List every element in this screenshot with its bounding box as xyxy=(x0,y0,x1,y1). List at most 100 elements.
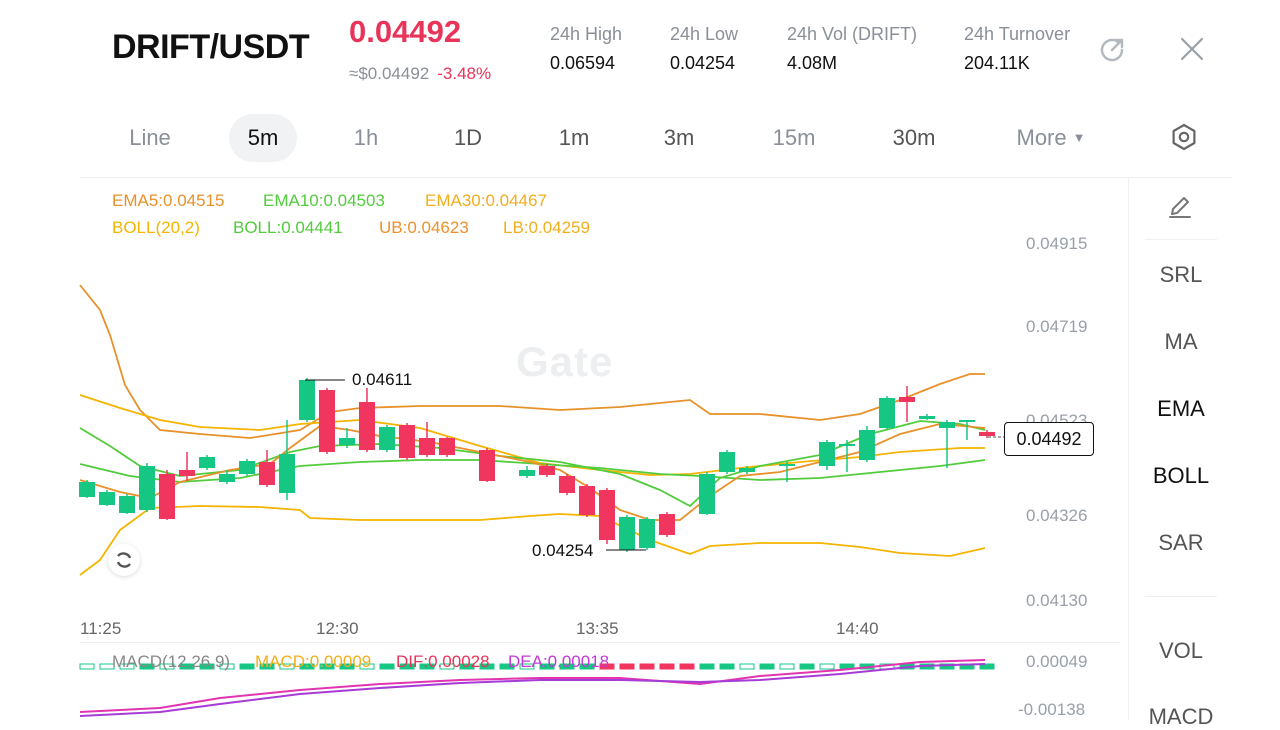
ub-band-line xyxy=(79,284,985,439)
macd-bar xyxy=(199,663,215,670)
sidebar-item-ma[interactable]: MA xyxy=(1164,329,1198,354)
candle-body xyxy=(739,468,755,472)
tab-5m[interactable]: 5m xyxy=(229,114,297,162)
legend-boll: BOLL(20,2) xyxy=(112,218,200,237)
macd-bar xyxy=(439,663,455,670)
macd-bar xyxy=(119,663,135,670)
tab-15m[interactable]: 15m xyxy=(772,125,816,150)
macd-bar xyxy=(219,663,235,670)
sidebar-divider xyxy=(1145,596,1217,597)
candle-body xyxy=(899,397,915,402)
divider xyxy=(80,177,1232,178)
tab-more-label: More xyxy=(1016,125,1067,150)
macd-bar xyxy=(339,663,355,670)
macd-bar xyxy=(659,663,675,670)
macd-bar xyxy=(159,663,175,670)
usd-price: ≈$0.04492 xyxy=(349,64,430,83)
sidebar-item-srl[interactable]: SRL xyxy=(1159,262,1203,287)
macd-bar xyxy=(499,663,515,670)
sidebar-item-macd[interactable]: MACD xyxy=(1148,704,1214,729)
close-icon[interactable] xyxy=(1180,37,1204,66)
time-axis-label: 11:25 xyxy=(80,619,122,638)
tab-1h[interactable]: 1h xyxy=(353,125,379,150)
macd-bar xyxy=(579,663,595,670)
macd-bar xyxy=(239,663,255,670)
candle-body xyxy=(199,457,215,468)
macd-bar xyxy=(539,663,555,670)
macd-bar xyxy=(99,663,115,670)
ema10-line xyxy=(79,420,986,508)
candle-body xyxy=(719,452,735,472)
candle-body xyxy=(979,432,995,436)
candlestick-chart[interactable] xyxy=(0,0,1128,720)
candle-body xyxy=(419,438,435,455)
reset-chart-button[interactable] xyxy=(108,544,140,576)
candle-body xyxy=(839,444,855,446)
current-price-tag: 0.04492 xyxy=(1004,422,1094,456)
legend-ema10: EMA10:0.04503 xyxy=(263,191,385,210)
candle-body xyxy=(379,427,395,450)
macd-bar xyxy=(279,663,295,670)
candle-body xyxy=(659,514,675,535)
candle-body xyxy=(159,474,175,519)
candle-body xyxy=(619,517,635,550)
candle-body xyxy=(779,464,795,466)
legend-ema5: EMA5:0.04515 xyxy=(112,191,225,210)
tab-30m[interactable]: 30m xyxy=(892,125,936,150)
tab-more[interactable]: More ▼ xyxy=(1006,114,1096,162)
macd-bar xyxy=(559,663,575,670)
macd-bar xyxy=(399,663,415,670)
candle-body xyxy=(599,490,615,540)
share-icon[interactable] xyxy=(1098,34,1126,69)
macd-bar xyxy=(819,663,835,670)
high-marker-label: 0.04611 xyxy=(352,370,413,389)
candle-body xyxy=(579,486,595,515)
settings-icon[interactable] xyxy=(1169,122,1199,157)
sidebar-item-ema[interactable]: EMA xyxy=(1157,396,1205,421)
legend-boll-mid: BOLL:0.04441 xyxy=(233,218,343,237)
dif-value: DIF:0.00028 xyxy=(396,652,490,671)
last-price: 0.04492 xyxy=(349,14,462,49)
macd-bar xyxy=(979,663,995,670)
macd-bar xyxy=(79,663,95,670)
candle-body xyxy=(359,402,375,450)
macd-bar xyxy=(619,663,635,670)
macd-bar xyxy=(759,663,775,670)
candle-body xyxy=(79,482,95,497)
tab-1d[interactable]: 1D xyxy=(453,125,483,150)
stat-high-label: 24h High xyxy=(550,24,623,44)
macd-divider xyxy=(80,642,1120,643)
dea-value: DEA:0.00018 xyxy=(508,652,610,671)
legend-ub: UB:0.04623 xyxy=(379,218,469,237)
macd-bar xyxy=(599,663,615,670)
macd-bar xyxy=(939,663,955,670)
price-axis-label: 0.04915 xyxy=(1026,234,1088,253)
low-marker-label: 0.04254 xyxy=(532,541,594,560)
tab-line[interactable]: Line xyxy=(129,125,171,150)
candle-body xyxy=(959,420,975,422)
refresh-icon xyxy=(116,552,132,568)
macd-bar xyxy=(319,663,335,670)
candle-body xyxy=(99,492,115,505)
sidebar-item-sar[interactable]: SAR xyxy=(1158,530,1204,555)
tab-1m[interactable]: 1m xyxy=(558,125,590,150)
macd-bar xyxy=(699,663,715,670)
stat-turnover-label: 24h Turnover xyxy=(964,24,1071,44)
candle-body xyxy=(819,442,835,466)
stat-volume-label: 24h Vol (DRIFT) xyxy=(787,24,918,44)
legend-ema30: EMA30:0.04467 xyxy=(425,191,547,210)
sidebar-item-boll[interactable]: BOLL xyxy=(1152,463,1210,488)
stat-turnover: 24h Turnover 204.11K xyxy=(964,24,1086,74)
candle-body xyxy=(559,476,575,493)
candle-body xyxy=(939,422,955,428)
tab-3m[interactable]: 3m xyxy=(663,125,695,150)
time-axis-label: 14:40 xyxy=(836,619,879,638)
edit-icon[interactable] xyxy=(1167,194,1193,225)
sidebar-item-vol[interactable]: VOL xyxy=(1158,638,1204,663)
candle-body xyxy=(259,462,275,485)
candle-body xyxy=(399,425,415,458)
macd-bar xyxy=(639,663,655,670)
candle-body xyxy=(299,380,315,420)
candle-body xyxy=(439,438,455,455)
candle-body xyxy=(879,398,895,428)
